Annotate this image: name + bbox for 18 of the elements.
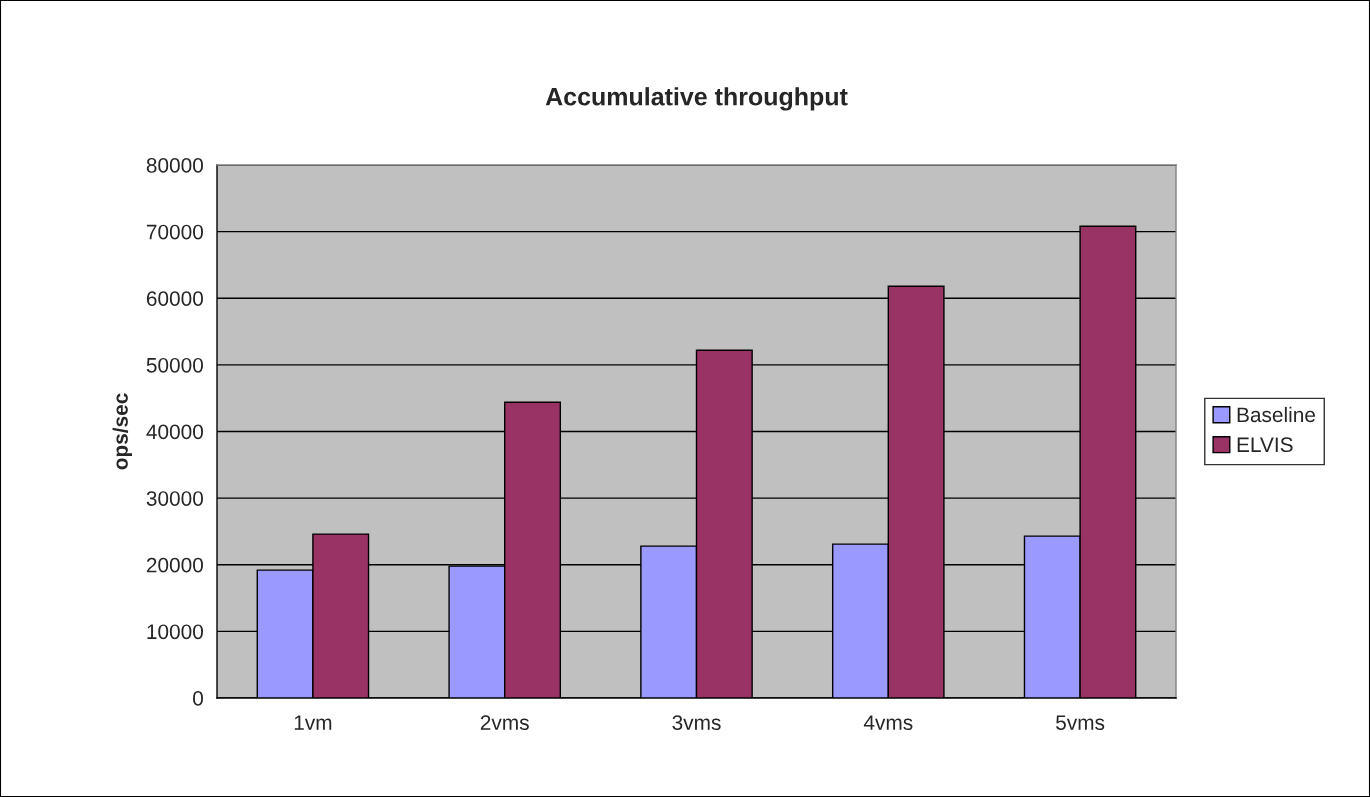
x-tick-label: 1vm bbox=[294, 715, 332, 730]
y-tick-label: 70000 bbox=[146, 224, 203, 240]
chart-title: Accumulative throughput bbox=[545, 87, 848, 111]
x-tick-label: 3vms bbox=[672, 715, 721, 730]
y-tick-label: 50000 bbox=[146, 357, 203, 373]
y-tick-label: 60000 bbox=[146, 291, 203, 306]
y-tick-label: 80000 bbox=[146, 158, 203, 173]
x-tick-label: 2vms bbox=[480, 715, 529, 730]
y-tick-label: 0 bbox=[193, 691, 203, 706]
x-tick-label: 4vms bbox=[863, 715, 913, 730]
legend-label: ELVIS bbox=[1237, 437, 1293, 453]
y-axis-title: ops/sec bbox=[112, 393, 132, 470]
x-tick-label: 5vms bbox=[1056, 715, 1105, 730]
y-tick-label: 40000 bbox=[146, 424, 203, 440]
y-tick-label: 30000 bbox=[146, 491, 203, 506]
y-tick-label: 10000 bbox=[147, 624, 203, 640]
legend-label: Baseline bbox=[1237, 406, 1316, 423]
y-tick-label: 20000 bbox=[146, 557, 203, 573]
